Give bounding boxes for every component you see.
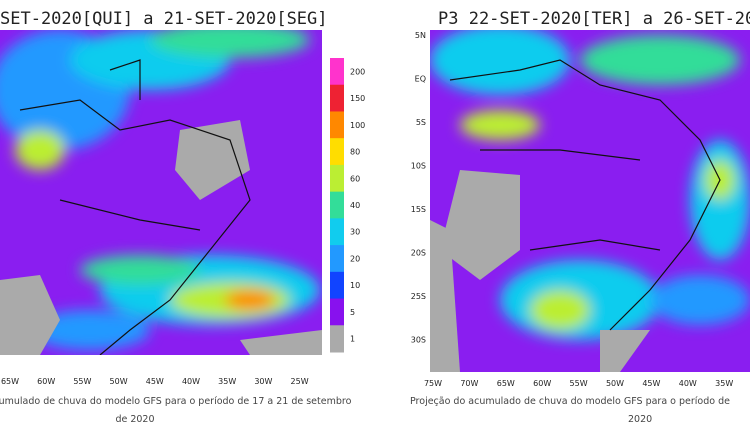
x-label: 25W bbox=[291, 377, 309, 386]
left-x-labels: 65W 60W 55W 50W 45W 40W 35W 30W 25W bbox=[1, 377, 309, 386]
colorbar-label: 40 bbox=[350, 201, 360, 210]
right-caption: Projeção do acumulado de chuva do modelo… bbox=[410, 396, 730, 407]
y-label: EQ bbox=[415, 75, 426, 84]
colorbar-label: 30 bbox=[350, 228, 360, 237]
x-label: 65W bbox=[497, 379, 515, 388]
y-label: 20S bbox=[411, 249, 426, 258]
right-title: P3 22-SET-2020[TER] a 26-SET-2020[ bbox=[438, 9, 750, 29]
colorbar-swatch bbox=[330, 84, 344, 112]
x-label: 65W bbox=[1, 377, 19, 386]
y-label: 10S bbox=[411, 162, 426, 171]
colorbar-swatch bbox=[330, 245, 344, 273]
y-label: 30S bbox=[411, 336, 426, 345]
x-label: 50W bbox=[606, 379, 624, 388]
x-label: 40W bbox=[679, 379, 697, 388]
x-label: 45W bbox=[642, 379, 660, 388]
colorbar-label: 20 bbox=[350, 254, 360, 263]
x-label: 75W bbox=[424, 379, 442, 388]
x-label: 35W bbox=[218, 377, 236, 386]
x-label: 45W bbox=[146, 377, 164, 386]
colorbar-swatch bbox=[330, 325, 344, 353]
x-label: 60W bbox=[37, 377, 55, 386]
colorbar-label: 150 bbox=[350, 94, 365, 103]
x-label: 40W bbox=[182, 377, 200, 386]
x-label: 55W bbox=[570, 379, 588, 388]
colorbar-swatch bbox=[330, 111, 344, 139]
colorbar-swatch bbox=[330, 58, 344, 86]
colorbar-swatch bbox=[330, 298, 344, 326]
colorbar-label: 5 bbox=[350, 308, 355, 317]
right-y-labels: 5N EQ 5S 10S 15S 20S 25S 30S bbox=[411, 31, 426, 345]
colorbar-label: 60 bbox=[350, 174, 360, 183]
x-label: 60W bbox=[533, 379, 551, 388]
colorbar-swatch bbox=[330, 218, 344, 246]
y-label: 25S bbox=[411, 292, 426, 301]
x-label: 30W bbox=[254, 377, 272, 386]
x-label: 55W bbox=[73, 377, 91, 386]
colorbar-label: 1 bbox=[350, 335, 355, 344]
x-label: 70W bbox=[460, 379, 478, 388]
y-label: 5S bbox=[416, 118, 426, 127]
y-label: 15S bbox=[411, 205, 426, 214]
colorbar-label: 80 bbox=[350, 148, 360, 157]
colorbar-label: 100 bbox=[350, 121, 365, 130]
colorbar: 200 150 100 80 60 40 30 20 10 5 1 bbox=[330, 58, 365, 353]
left-caption: de 2020 bbox=[115, 414, 154, 425]
colorbar-swatch bbox=[330, 138, 344, 166]
x-label: 35W bbox=[715, 379, 733, 388]
left-map bbox=[0, 30, 322, 355]
colorbar-label: 200 bbox=[350, 67, 365, 76]
right-x-labels: 75W 70W 65W 60W 55W 50W 45W 40W 35W bbox=[424, 379, 733, 388]
colorbar-swatch bbox=[330, 191, 344, 219]
left-caption: umulado de chuva do modelo GFS para o pe… bbox=[0, 396, 352, 407]
colorbar-swatch bbox=[330, 271, 344, 300]
x-label: 50W bbox=[110, 377, 128, 386]
left-title: SET-2020[QUI] a 21-SET-2020[SEG] bbox=[0, 9, 328, 29]
right-caption: 2020 bbox=[628, 414, 652, 425]
right-map bbox=[430, 30, 750, 372]
colorbar-swatch bbox=[330, 164, 344, 193]
y-label: 5N bbox=[415, 31, 426, 40]
colorbar-label: 10 bbox=[350, 281, 360, 290]
